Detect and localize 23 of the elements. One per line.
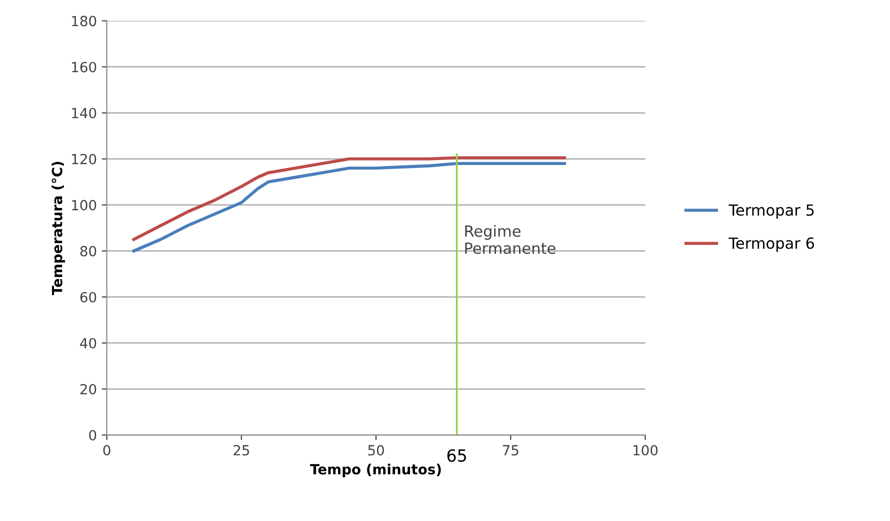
x-axis-title: Tempo (minutos) (310, 464, 441, 478)
y-tick-label: 0 (89, 430, 96, 441)
y-axis-title: Temperatura (°C) (52, 162, 66, 296)
x-tick-label: 0 (103, 445, 110, 456)
y-tick-label: 120 (72, 154, 96, 164)
y-tick-label: 40 (80, 338, 96, 348)
legend-label: Termopar 5 (728, 204, 814, 219)
annotation: Regime Permanente (465, 225, 556, 254)
y-tick-label: 140 (72, 108, 96, 118)
y-tick-label: 180 (72, 16, 96, 26)
line-series (132, 156, 566, 241)
y-tick-label: 20 (80, 384, 96, 394)
x-tick-label: 50 (368, 445, 384, 456)
y-tick-label: 80 (80, 246, 96, 256)
x-tick-label: 75 (502, 445, 518, 456)
line-series (132, 162, 566, 252)
legend-label: Termopar 6 (728, 237, 814, 252)
y-tick-label: 100 (72, 200, 96, 210)
x-tick-label: 100 (634, 445, 658, 456)
ref-line-label: 65 (447, 449, 466, 462)
y-tick-label: 160 (72, 62, 96, 72)
x-tick-label: 25 (234, 445, 250, 456)
y-tick-label: 60 (80, 292, 96, 302)
